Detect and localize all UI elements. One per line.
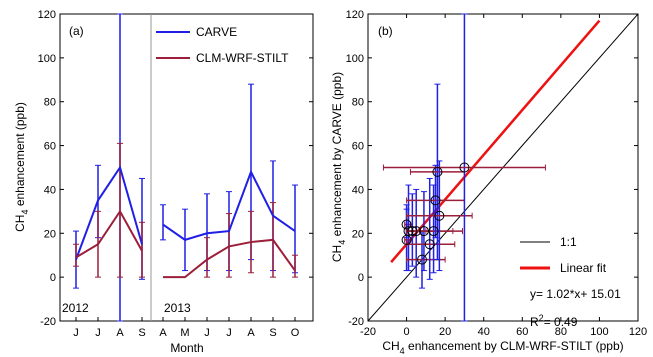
y-tick-label-b: 120: [346, 9, 364, 21]
panel-a-label: (a): [69, 24, 84, 38]
panel-b-label: (b): [378, 24, 393, 38]
x-tick-label-month: M: [180, 327, 189, 339]
x-tick-label-month: S: [269, 327, 276, 339]
x-tick-label-b: 100: [590, 326, 608, 338]
scatter-point: [424, 239, 435, 250]
panel-b: -20 0 20 40 60 80 100 120 -20 0 20 40 60 80 100 120 (b…: [330, 9, 647, 356]
scatter-point: [403, 226, 414, 237]
x-tick-label-month: A: [116, 327, 124, 339]
y-axis-title-b-rest: enhancement by CARVE (ppb): [330, 72, 344, 240]
x-tick-label-month: J: [95, 327, 101, 339]
y-tick-label-b: 60: [352, 141, 364, 153]
x-axis-title-b-sub: 4: [400, 346, 405, 356]
x-tick-label-b: 60: [516, 326, 528, 338]
r-squared: R2= 0.49: [530, 313, 578, 329]
y-tick-label-a: 40: [44, 184, 56, 196]
y-axis-title-a-sub: 4: [20, 210, 30, 215]
scatter-point: [432, 166, 443, 177]
legend-a-box: [153, 18, 309, 76]
x-tick-label-b: 80: [555, 326, 567, 338]
y-tick-label-b: 0: [358, 272, 364, 284]
x-tick-label-b: 20: [439, 326, 451, 338]
x-tick-label-month: J: [226, 327, 232, 339]
scatter-point: [428, 226, 439, 237]
fit-equation: y= 1.02*x+ 15.01: [530, 287, 621, 301]
x-axis-title-b: CH4 enhancement by CLM-WRF-STILT (ppb): [382, 339, 623, 356]
y-axis-title-b-sub: 4: [337, 240, 347, 245]
y-tick-label-b: -20: [348, 316, 364, 328]
y-tick-label-a: 60: [44, 141, 56, 153]
legend-label-fit: Linear fit: [560, 261, 607, 275]
x-axis-title-b-ch: CH: [382, 339, 399, 353]
x-tick-label-b: 0: [404, 326, 410, 338]
y-tick-label-a: 20: [44, 228, 56, 240]
legend-label-1to1: 1:1: [560, 235, 577, 249]
series-line-carve: [75, 165, 143, 260]
y-tick-label-b: 40: [352, 184, 364, 196]
y-axis-title-a-ch: CH: [13, 215, 27, 232]
x-tick-label-month: J: [204, 327, 210, 339]
x-tick-label-b: 120: [629, 326, 647, 338]
y-tick-label-b: 80: [352, 97, 364, 109]
legend-a: CARVE CLM-WRF-STILT: [153, 18, 309, 76]
y-tick-label-a: -20: [40, 316, 56, 328]
series-line-clm: [163, 238, 296, 279]
x-tick-label-month: A: [247, 327, 255, 339]
r-squared-value: = 0.49: [544, 315, 578, 329]
year-label-2013: 2013: [164, 301, 191, 315]
y-tick-label-b: 20: [352, 228, 364, 240]
scatter-point: [434, 210, 445, 221]
y-tick-label-b: 100: [346, 53, 364, 65]
scatter-point: [407, 226, 418, 237]
x-axis-title-b-rest: enhancement by CLM-WRF-STILT (ppb): [405, 339, 624, 353]
x-axis-title-month: Month: [170, 341, 203, 355]
x-tick-label-b: 40: [478, 326, 490, 338]
y-axis-title-b-ch: CH: [330, 245, 344, 262]
x-tick-label-month: J: [73, 327, 79, 339]
series-line-clm: [75, 209, 143, 259]
legend-label-carve: CARVE: [196, 25, 237, 39]
series-line-carve: [162, 169, 296, 241]
y-axis-title-a-rest: enhancement (ppb): [13, 102, 27, 209]
scatter-point: [430, 195, 441, 206]
linear-fit-line: [390, 19, 601, 263]
x-tick-label-month: O: [291, 327, 300, 339]
y-tick-label-a: 120: [38, 9, 56, 21]
y-axis-title-b: CH4 enhancement by CARVE (ppb): [330, 72, 347, 262]
scatter-point: [417, 254, 427, 265]
y-tick-label-a: 0: [50, 272, 56, 284]
scatter-point: [411, 226, 422, 237]
x-tick-label-month: A: [159, 327, 167, 339]
r-squared-r: R: [530, 315, 539, 329]
legend-label-clm: CLM-WRF-STILT: [196, 51, 289, 65]
x-tick-label-b: -20: [360, 326, 376, 338]
y-tick-label-a: 80: [44, 97, 56, 109]
y-axis-title-a: CH4 enhancement (ppb): [13, 102, 30, 232]
y-tick-label-a: 100: [38, 53, 56, 65]
x-tick-label-month: S: [138, 327, 145, 339]
year-label-2012: 2012: [62, 301, 89, 315]
r-squared-sup: 2: [539, 313, 544, 323]
scatter-point: [459, 162, 470, 173]
scatter-point: [401, 219, 412, 230]
scatter-point: [418, 226, 429, 237]
